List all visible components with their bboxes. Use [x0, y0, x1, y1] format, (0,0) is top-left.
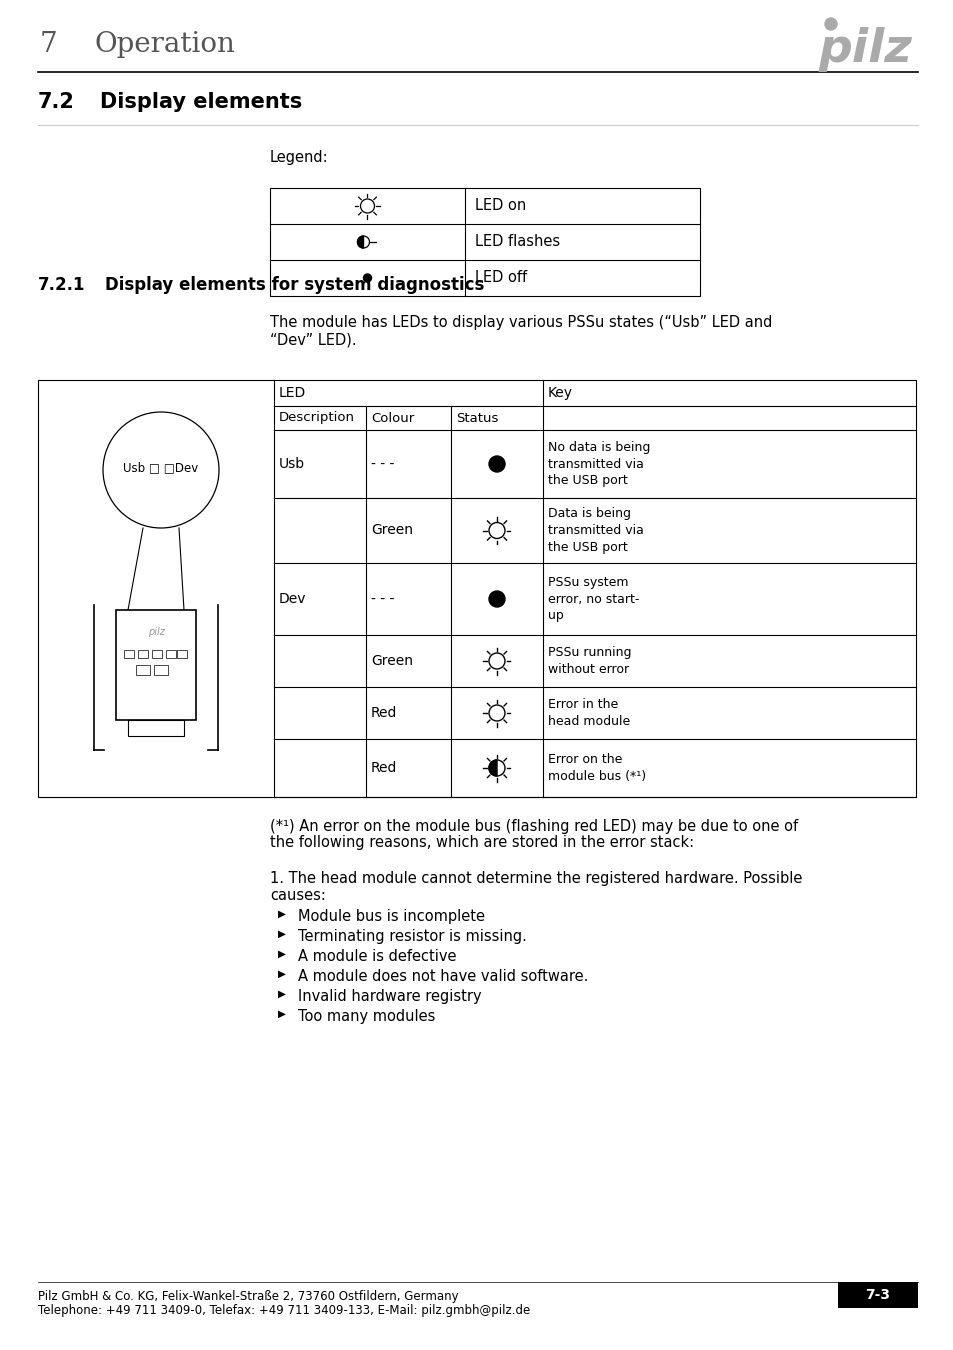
- Text: Description: Description: [278, 412, 355, 424]
- Bar: [138, 649, 148, 657]
- Polygon shape: [489, 760, 497, 776]
- Text: LED flashes: LED flashes: [475, 235, 559, 250]
- Text: Red: Red: [371, 706, 397, 720]
- Text: A module is defective: A module is defective: [297, 949, 456, 964]
- Text: Telephone: +49 711 3409-0, Telefax: +49 711 3409-133, E-Mail: pilz.gmbh@pilz.de: Telephone: +49 711 3409-0, Telefax: +49 …: [38, 1304, 530, 1318]
- Text: ▶: ▶: [277, 949, 286, 958]
- Circle shape: [824, 18, 836, 30]
- Text: Status: Status: [456, 412, 497, 424]
- Text: ▶: ▶: [277, 1008, 286, 1019]
- Text: Module bus is incomplete: Module bus is incomplete: [297, 909, 484, 923]
- Text: ▶: ▶: [277, 929, 286, 940]
- Text: - - -: - - -: [371, 593, 394, 606]
- Text: ▶: ▶: [277, 969, 286, 979]
- Text: Red: Red: [371, 761, 397, 775]
- Text: Key: Key: [547, 386, 573, 400]
- Text: Colour: Colour: [371, 412, 414, 424]
- Text: (*¹) An error on the module bus (flashing red LED) may be due to one of: (*¹) An error on the module bus (flashin…: [270, 819, 798, 834]
- Bar: [136, 666, 150, 675]
- Text: the following reasons, which are stored in the error stack:: the following reasons, which are stored …: [270, 836, 694, 850]
- Text: Usb □ □Dev: Usb □ □Dev: [123, 462, 198, 474]
- Text: Legend:: Legend:: [270, 150, 328, 165]
- Text: PSSu system
error, no start-
up: PSSu system error, no start- up: [547, 576, 639, 622]
- Text: 7.2: 7.2: [38, 92, 74, 112]
- Text: “Dev” LED).: “Dev” LED).: [270, 332, 356, 347]
- Circle shape: [489, 591, 504, 608]
- Text: 1. The head module cannot determine the registered hardware. Possible: 1. The head module cannot determine the …: [270, 871, 801, 886]
- Text: 7.2.1: 7.2.1: [38, 275, 86, 294]
- Bar: [153, 666, 168, 675]
- Text: The module has LEDs to display various PSSu states (“Usb” LED and: The module has LEDs to display various P…: [270, 315, 772, 329]
- Bar: [128, 720, 184, 736]
- Text: - - -: - - -: [371, 458, 394, 471]
- Text: Error on the
module bus (*¹): Error on the module bus (*¹): [547, 753, 645, 783]
- Text: Green: Green: [371, 653, 413, 668]
- Text: Pilz GmbH & Co. KG, Felix-Wankel-Straße 2, 73760 Ostfildern, Germany: Pilz GmbH & Co. KG, Felix-Wankel-Straße …: [38, 1291, 458, 1303]
- Text: LED: LED: [278, 386, 306, 400]
- Text: causes:: causes:: [270, 888, 326, 903]
- Bar: [166, 649, 175, 657]
- Bar: [177, 649, 187, 657]
- Text: Operation: Operation: [95, 31, 235, 58]
- Bar: [837, 1282, 917, 1308]
- Text: Data is being
transmitted via
the USB port: Data is being transmitted via the USB po…: [547, 508, 643, 554]
- Text: Invalid hardware registry: Invalid hardware registry: [297, 990, 481, 1004]
- Text: LED off: LED off: [475, 270, 527, 285]
- Text: Usb: Usb: [278, 458, 305, 471]
- Text: ▶: ▶: [277, 990, 286, 999]
- Bar: [152, 649, 162, 657]
- Bar: [116, 610, 195, 720]
- Text: Display elements: Display elements: [100, 92, 302, 112]
- Text: Error in the
head module: Error in the head module: [547, 698, 630, 728]
- Text: PSSu running
without error: PSSu running without error: [547, 647, 631, 676]
- Text: Display elements for system diagnostics: Display elements for system diagnostics: [105, 275, 484, 294]
- Text: Dev: Dev: [278, 593, 306, 606]
- Polygon shape: [357, 236, 363, 248]
- Bar: [270, 188, 700, 296]
- Circle shape: [363, 274, 371, 282]
- Text: LED on: LED on: [475, 198, 526, 213]
- Text: Too many modules: Too many modules: [297, 1008, 435, 1025]
- Text: A module does not have valid software.: A module does not have valid software.: [297, 969, 588, 984]
- Text: ▶: ▶: [277, 909, 286, 919]
- Bar: [38, 379, 915, 796]
- Text: Terminating resistor is missing.: Terminating resistor is missing.: [297, 929, 526, 944]
- Text: 7-3: 7-3: [864, 1288, 889, 1301]
- Text: pilz: pilz: [818, 27, 911, 73]
- Text: Green: Green: [371, 524, 413, 537]
- Text: pilz: pilz: [148, 626, 164, 637]
- Text: No data is being
transmitted via
the USB port: No data is being transmitted via the USB…: [547, 441, 650, 487]
- Circle shape: [489, 456, 504, 472]
- Text: 7: 7: [40, 31, 58, 58]
- Bar: [124, 649, 133, 657]
